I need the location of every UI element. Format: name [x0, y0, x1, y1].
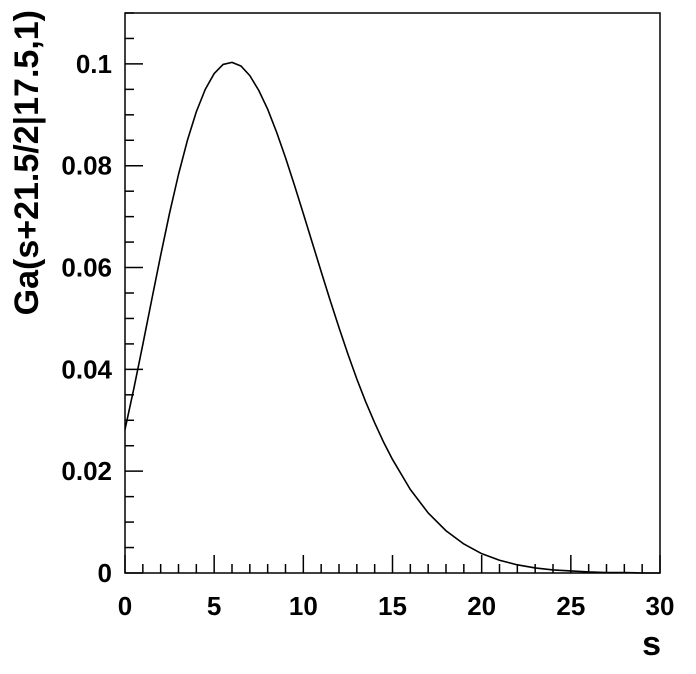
x-axis-ticks	[124, 555, 661, 573]
y-tick-label: 0	[98, 558, 112, 588]
series-layer	[124, 61, 660, 574]
plot-frame	[124, 12, 661, 574]
series-line-0	[124, 61, 660, 574]
x-tick-label: 20	[467, 591, 496, 621]
y-tick-label: 0.1	[76, 49, 112, 79]
x-tick-label: 30	[646, 591, 675, 621]
y-tick-label: 0.06	[61, 253, 112, 283]
y-axis-tick-labels: 0 0.02 0.04 0.06 0.08 0.1	[61, 49, 112, 588]
x-tick-label: 5	[207, 591, 221, 621]
x-tick-label: 10	[289, 591, 318, 621]
y-tick-label: 0.04	[61, 354, 112, 384]
y-axis-title: Ga(s+21.5/2|17.5,1)	[8, 10, 46, 315]
x-tick-label: 0	[118, 591, 132, 621]
x-tick-label: 25	[556, 591, 585, 621]
x-axis-tick-labels: 0 5 10 15 20 25 30	[118, 591, 675, 621]
y-axis-ticks	[125, 12, 143, 574]
x-axis-title: s	[642, 625, 661, 663]
x-tick-label: 15	[378, 591, 407, 621]
y-tick-label: 0.08	[61, 151, 112, 181]
y-tick-label: 0.02	[61, 456, 112, 486]
